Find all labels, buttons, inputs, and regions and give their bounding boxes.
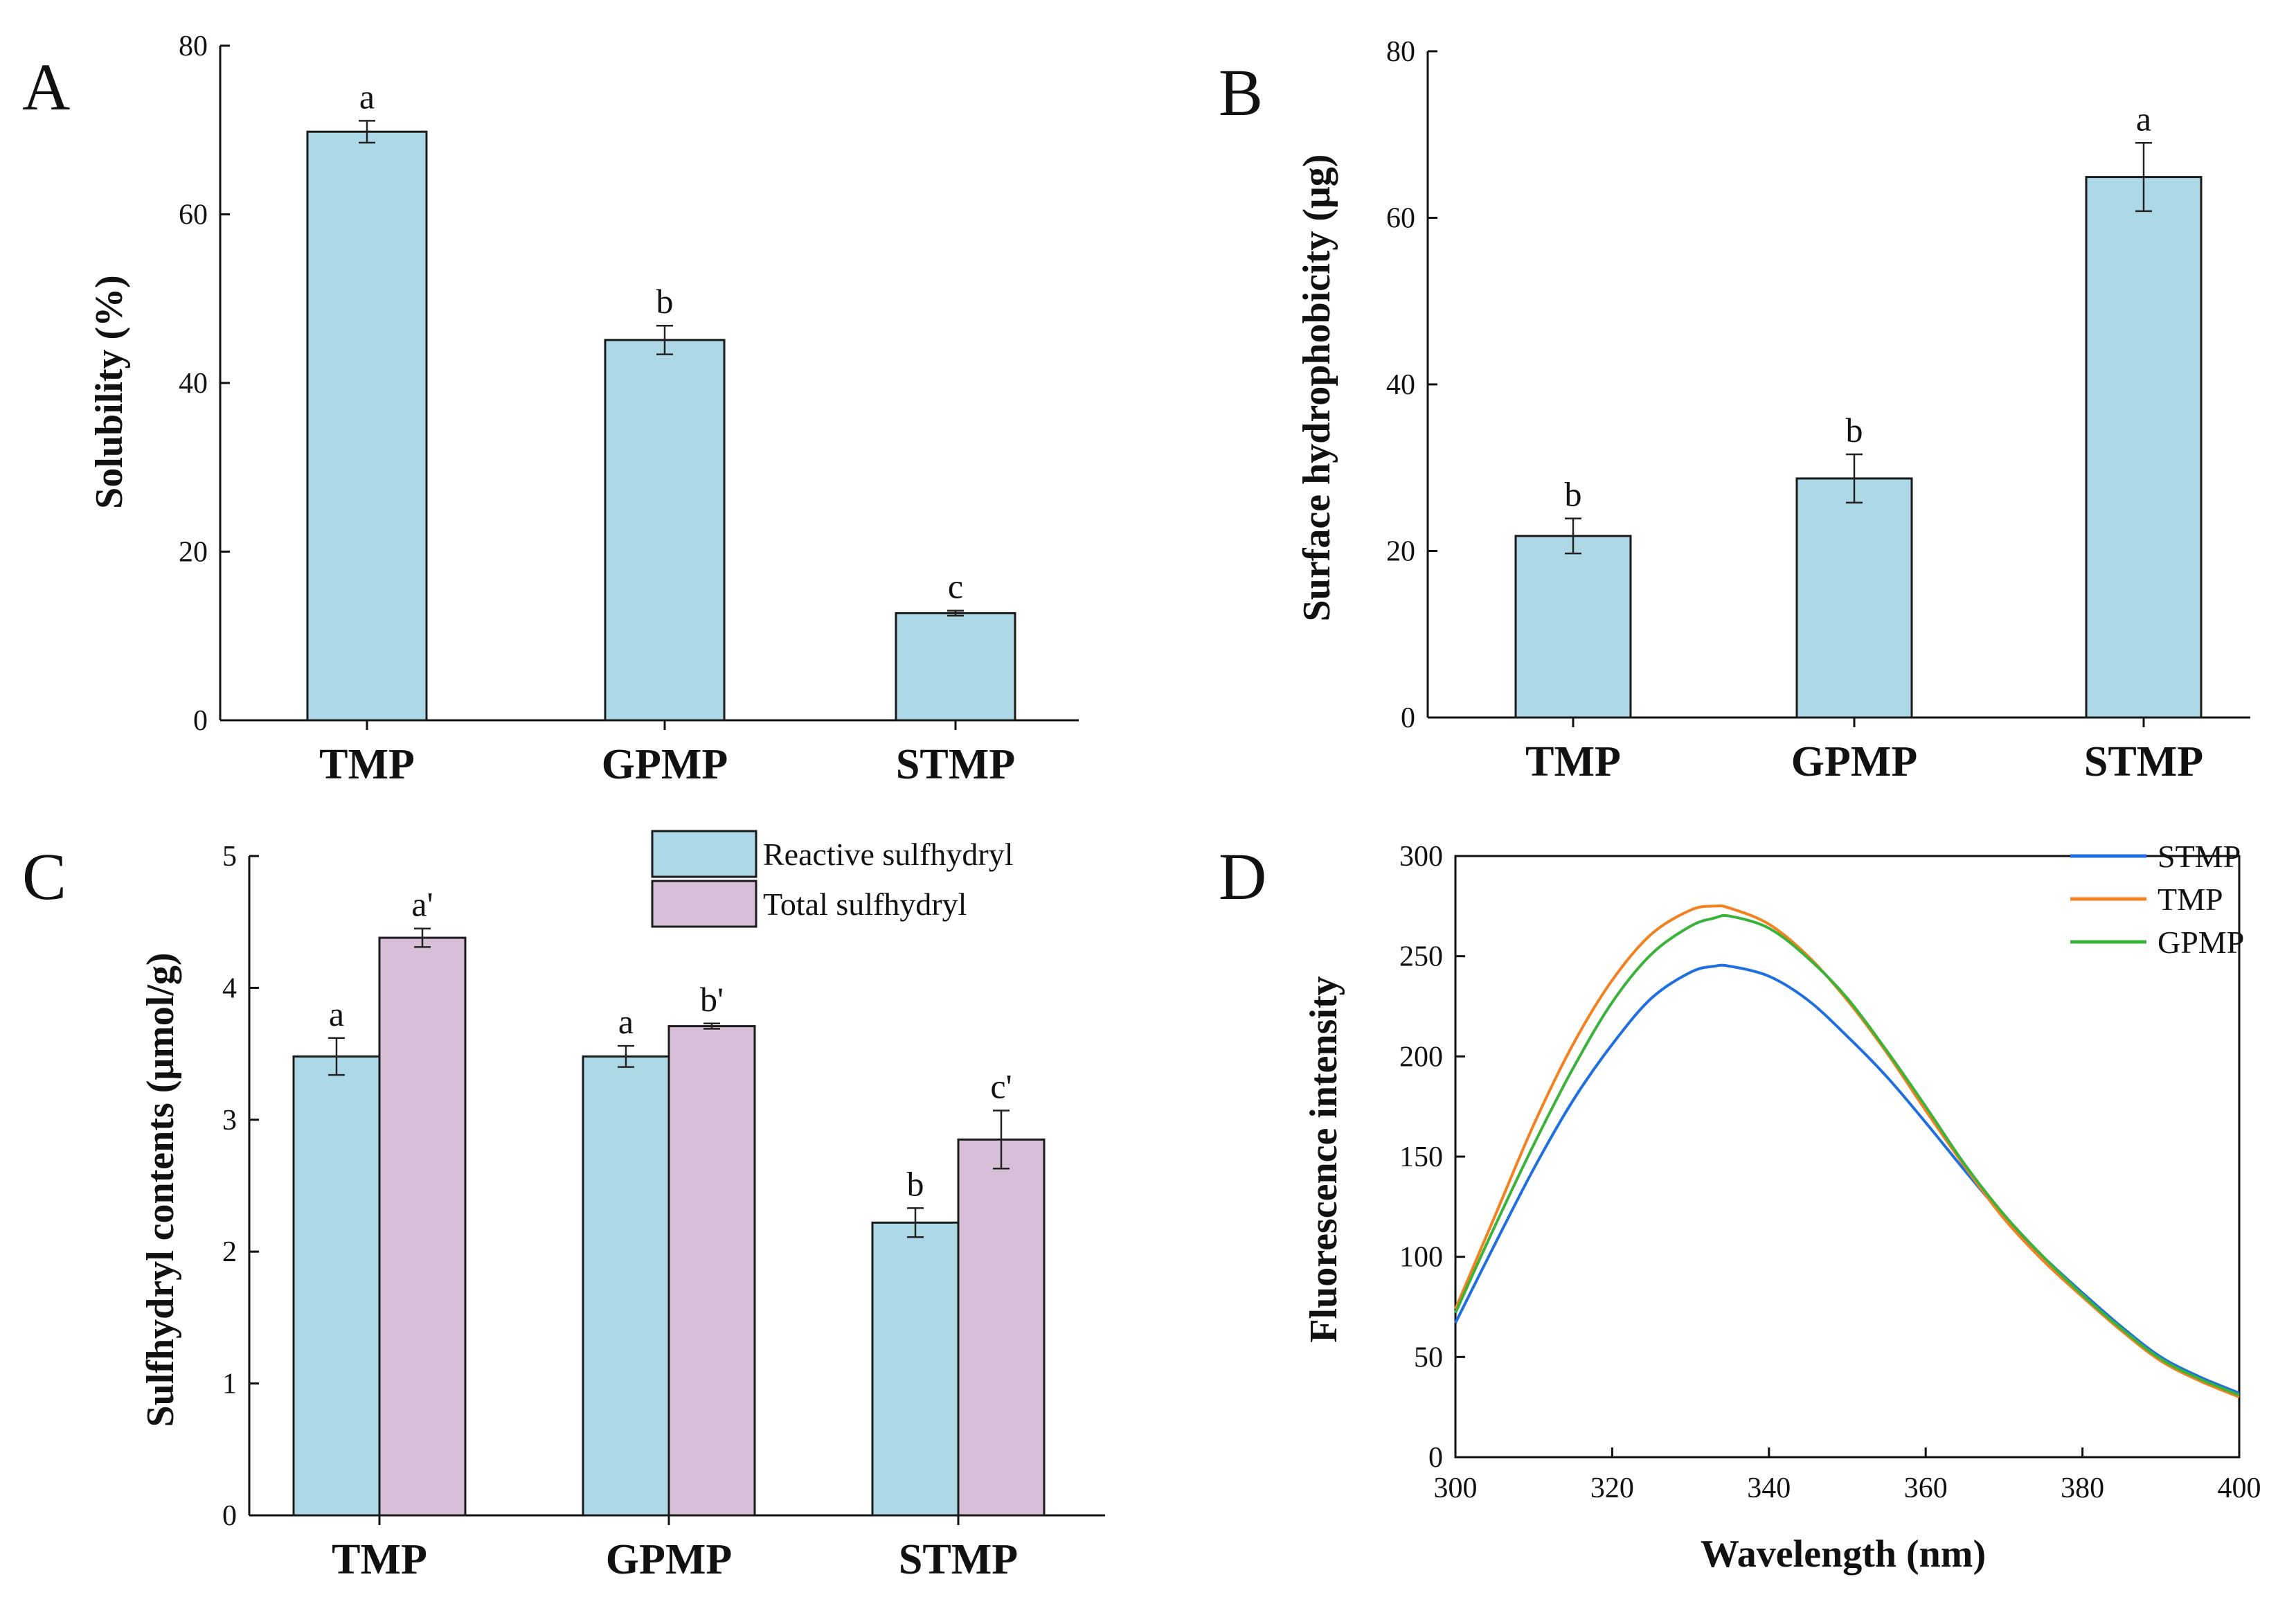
panel-c-significance-label: c' xyxy=(990,1067,1012,1105)
panel-a-bar xyxy=(604,339,726,722)
panel-c-category-label: TMP xyxy=(332,1536,427,1583)
panel-c-category-label: STMP xyxy=(899,1536,1018,1583)
panel-c-y-tick-label: 4 xyxy=(222,972,237,1004)
panel-b-y-tick-label: 40 xyxy=(1386,369,1415,401)
panel-d-plot: 300 320 340 360 380 400 0 50 100 150 200 250 300 xyxy=(1399,841,2261,1504)
panel-d-x-tick-label: 400 xyxy=(2218,1472,2261,1504)
panel-a-y-axis-title: Solubility (%) xyxy=(88,275,131,509)
legend-label-total: Total sulfhydryl xyxy=(763,886,967,922)
panel-d-y-tick-label: 150 xyxy=(1399,1141,1443,1173)
panel-b-bar xyxy=(1514,535,1632,719)
panel-c-bar xyxy=(292,1055,381,1517)
panel-a-letter: A xyxy=(22,50,70,124)
panel-a: A Solubility (%) 0 20 40 60 80 TMP GPMP STMP a b c xyxy=(22,30,1079,788)
panel-d-x-tick-label: 360 xyxy=(1904,1472,1948,1504)
legend-label-tmp: TMP xyxy=(2158,882,2223,917)
panel-d-x-tick-label: 380 xyxy=(2061,1472,2104,1504)
panel-c-y-tick-label: 3 xyxy=(222,1105,237,1137)
panel-c-significance-label: a' xyxy=(411,885,433,924)
panel-c-significance-label: a xyxy=(618,1002,634,1041)
panel-b-significance-label: b xyxy=(1565,475,1582,514)
panel-b-category-label: GPMP xyxy=(1791,738,1918,785)
panel-d-y-tick-label: 300 xyxy=(1399,841,1443,873)
panel-c-significance-label: a xyxy=(329,995,344,1033)
panel-c-bar xyxy=(871,1221,960,1517)
panel-d-series-stmp xyxy=(1454,963,2240,1395)
panel-c-significance-label: b' xyxy=(700,980,724,1019)
panel-a-significance-label: b xyxy=(656,282,674,321)
panel-d-letter: D xyxy=(1219,839,1266,914)
panel-b-y-axis-title: Surface hydrophobicity (μg) xyxy=(1295,154,1338,622)
panel-d-y-tick-label: 0 xyxy=(1428,1442,1443,1474)
panel-d-y-tick-label: 50 xyxy=(1414,1342,1443,1373)
panel-c-significance-label: b xyxy=(907,1164,924,1203)
panel-a-significance-label: a xyxy=(359,77,375,116)
panel-c: C Sulfhydryl contents (μmol/g) 0 1 2 3 4 5 TMP… xyxy=(22,830,1105,1583)
panel-b-significance-label: b xyxy=(1846,411,1863,449)
panel-d: D Fluorescence intensity Wavelength (nm)… xyxy=(1219,839,2261,1576)
panel-a-y-tick-label: 80 xyxy=(179,30,208,62)
panel-d-y-axis-title: Fluorescence intensity xyxy=(1302,976,1345,1342)
legend-label-gpmp: GPMP xyxy=(2158,925,2244,960)
panel-d-x-tick-label: 320 xyxy=(1590,1472,1634,1504)
panel-c-letter: C xyxy=(22,839,66,914)
panel-c-bar xyxy=(667,1025,756,1517)
panel-b-plot: 0 20 40 60 80 TMP GPMP STMP b b a xyxy=(1386,36,2250,785)
panel-d-series-gpmp xyxy=(1454,914,2240,1397)
panel-c-y-tick-label: 0 xyxy=(222,1500,237,1532)
panel-a-category-label: STMP xyxy=(896,741,1015,788)
panel-c-y-tick-label: 2 xyxy=(222,1236,237,1268)
panel-a-bar xyxy=(895,612,1016,722)
panel-c-category-label: GPMP xyxy=(606,1536,733,1583)
panel-a-bar xyxy=(306,130,428,722)
panel-d-x-tick-label: 340 xyxy=(1747,1472,1791,1504)
panel-a-y-tick-label: 20 xyxy=(179,537,208,569)
panel-a-y-tick-label: 0 xyxy=(193,705,208,737)
legend-swatch-total xyxy=(651,880,757,928)
panel-b-y-tick-label: 80 xyxy=(1386,36,1415,68)
panel-d-y-tick-label: 200 xyxy=(1399,1041,1443,1073)
panel-d-x-tick-label: 300 xyxy=(1434,1472,1478,1504)
panel-a-plot: 0 20 40 60 80 TMP GPMP STMP a b c xyxy=(179,30,1079,788)
panel-c-y-tick-label: 5 xyxy=(222,841,237,873)
panel-d-y-tick-label: 100 xyxy=(1399,1242,1443,1274)
legend-label-reactive: Reactive sulfhydryl xyxy=(763,837,1014,872)
panel-c-bar xyxy=(378,936,467,1517)
panel-b-y-tick-label: 0 xyxy=(1401,702,1415,734)
panel-c-legend: Reactive sulfhydryl Total sulfhydryl xyxy=(651,830,1014,928)
panel-b: B Surface hydrophobicity (μg) 0 20 40 60 80 T… xyxy=(1219,36,2250,785)
panel-c-bar xyxy=(582,1055,670,1517)
legend-label-stmp: STMP xyxy=(2158,839,2241,874)
panel-b-significance-label: a xyxy=(2136,99,2151,138)
panel-c-bar xyxy=(957,1138,1046,1517)
panel-d-plot-frame xyxy=(1454,855,2241,1459)
panel-d-legend: STMP TMP GPMP xyxy=(2070,839,2244,960)
panel-a-category-label: GPMP xyxy=(602,741,728,788)
panel-d-series-tmp xyxy=(1454,904,2240,1399)
panel-c-y-tick-label: 1 xyxy=(222,1369,237,1400)
panel-d-y-tick-label: 250 xyxy=(1399,941,1443,973)
panel-d-x-axis-title: Wavelength (nm) xyxy=(1701,1533,1986,1576)
panel-b-letter: B xyxy=(1219,55,1263,130)
panel-a-category-label: TMP xyxy=(319,741,415,788)
panel-a-y-tick-label: 40 xyxy=(179,368,208,400)
panel-b-category-label: TMP xyxy=(1525,738,1621,785)
panel-b-y-tick-label: 60 xyxy=(1386,203,1415,235)
panel-b-bar xyxy=(1795,477,1913,719)
panel-a-significance-label: c xyxy=(948,567,963,606)
panel-b-bar xyxy=(2085,176,2203,719)
panel-b-category-label: STMP xyxy=(2084,738,2203,785)
panel-c-plot: 0 1 2 3 4 5 TMP GPMP STMP a a b a' b' c' xyxy=(222,841,1105,1583)
panel-a-y-tick-label: 60 xyxy=(179,199,208,231)
legend-swatch-reactive xyxy=(651,830,757,878)
panel-b-y-tick-label: 20 xyxy=(1386,536,1415,568)
panel-c-y-axis-title: Sulfhydryl contents (μmol/g) xyxy=(139,952,182,1427)
